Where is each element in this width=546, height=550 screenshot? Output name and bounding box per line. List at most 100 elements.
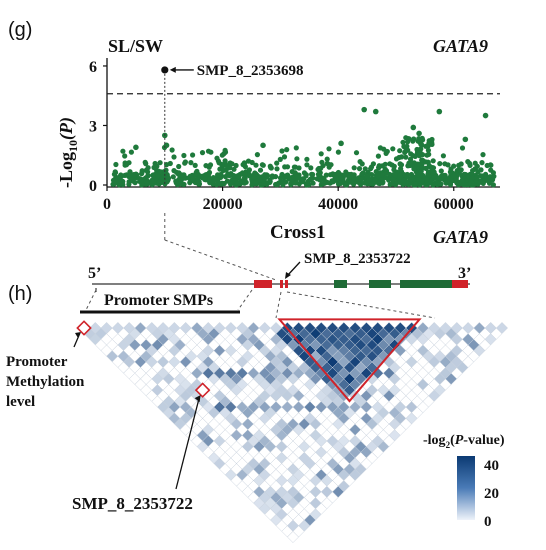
data-point: [477, 179, 484, 185]
data-point: [267, 179, 273, 185]
data-point: [163, 167, 169, 173]
data-point: [113, 161, 119, 168]
data-point: [231, 166, 237, 172]
data-point: [411, 166, 417, 172]
data-point: [234, 180, 241, 187]
exon-red: [254, 280, 272, 288]
data-point: [293, 180, 299, 186]
data-point: [445, 162, 451, 168]
data-point: [410, 153, 416, 159]
data-point: [382, 166, 388, 172]
data-point: [217, 166, 223, 172]
data-point: [400, 139, 406, 145]
data-point: [450, 173, 456, 179]
peak-point: [410, 124, 417, 131]
highlight-point: [161, 66, 169, 74]
x-tick-label: 40000: [318, 196, 358, 213]
data-point: [112, 169, 118, 175]
data-point: [139, 182, 145, 188]
data-point: [249, 182, 255, 188]
data-point: [226, 173, 233, 179]
data-point: [145, 165, 151, 171]
snp-bottom-arrowhead: [194, 395, 201, 403]
data-point: [459, 177, 465, 183]
data-point: [254, 152, 260, 158]
data-point: [483, 173, 489, 180]
marker-cell: [495, 321, 509, 335]
data-point: [475, 169, 481, 175]
marker-cell: [134, 321, 147, 335]
data-point: [151, 164, 157, 171]
data-point: [126, 181, 132, 187]
data-point: [405, 163, 411, 169]
legend-title: -log2(P-value): [423, 433, 505, 450]
data-point: [319, 159, 325, 165]
data-point: [296, 165, 302, 171]
data-point: [412, 181, 418, 187]
x-tick-label: 20000: [203, 196, 243, 213]
data-point: [182, 160, 188, 166]
data-point: [364, 173, 370, 179]
data-point: [403, 154, 409, 160]
data-point: [401, 143, 407, 150]
data-point: [437, 181, 443, 187]
data-point: [449, 177, 455, 184]
data-point: [317, 176, 323, 182]
legend-color-bar: [457, 456, 475, 520]
y-axis-label-prefix: -Log: [56, 152, 76, 188]
marker-cell: [428, 321, 441, 335]
data-point: [372, 178, 378, 184]
data-point: [401, 172, 407, 178]
data-point: [235, 173, 241, 179]
data-point: [456, 162, 462, 168]
marker-cell: [462, 321, 475, 335]
peak-point: [361, 106, 367, 113]
data-point: [323, 172, 329, 178]
data-point: [304, 156, 310, 162]
methylation-label-1: Promoter: [6, 354, 68, 370]
data-point: [205, 148, 212, 154]
marker-cell: [145, 321, 158, 335]
marker-cell: [450, 321, 463, 335]
three-prime-label: 3’: [458, 265, 471, 282]
marker-cell: [439, 321, 452, 335]
data-point: [310, 180, 316, 186]
data-point: [415, 172, 421, 178]
data-point: [246, 171, 252, 177]
data-point: [461, 171, 467, 177]
data-point: [131, 172, 137, 178]
data-point: [440, 153, 446, 159]
data-point: [257, 167, 264, 173]
data-point: [164, 179, 170, 185]
marker-cell: [123, 321, 136, 335]
highlight-label: SMP_8_2353698: [197, 63, 304, 79]
data-point: [490, 182, 496, 188]
snp-label: SMP_8_2353722: [304, 251, 411, 267]
data-point: [212, 176, 218, 183]
data-point: [438, 176, 444, 182]
marker-cell: [179, 321, 192, 335]
data-point: [315, 171, 321, 177]
data-point: [425, 159, 431, 165]
data-point: [300, 178, 306, 184]
data-point: [485, 178, 491, 184]
data-point: [164, 162, 170, 168]
data-point: [338, 180, 344, 186]
snp-arrow: [286, 261, 301, 277]
data-point: [229, 161, 235, 167]
peak-point: [260, 142, 266, 149]
data-point: [149, 178, 155, 184]
data-point: [490, 176, 496, 183]
data-point: [336, 170, 342, 176]
snp-marker: [194, 382, 211, 398]
data-point: [460, 182, 467, 188]
data-point: [316, 165, 322, 172]
data-point: [418, 168, 424, 174]
legend-title-open: (: [450, 433, 455, 448]
data-point: [224, 163, 230, 169]
data-point: [447, 169, 453, 175]
data-point: [473, 175, 480, 181]
data-point: [233, 162, 239, 169]
data-point: [279, 148, 285, 154]
